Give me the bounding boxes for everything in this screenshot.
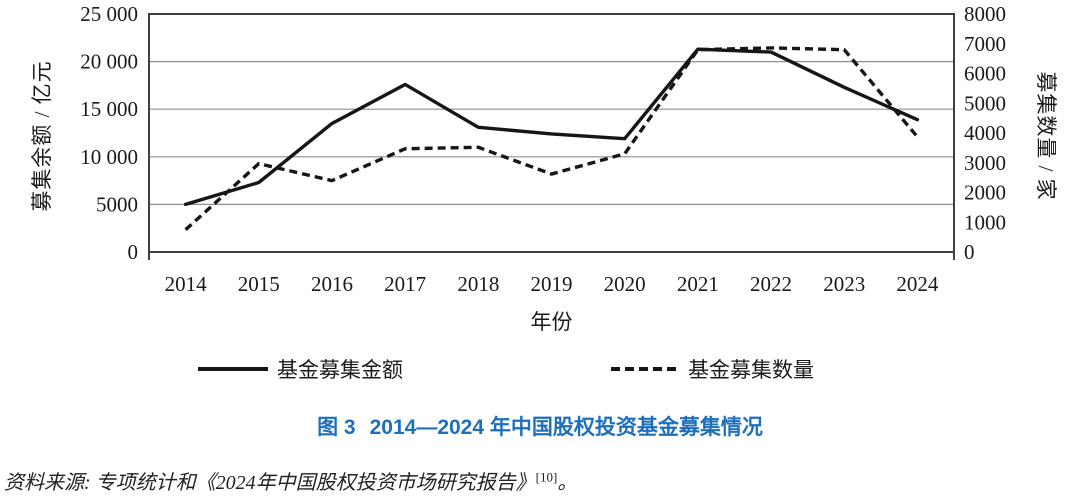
y-left-tick-label: 20 000 (80, 50, 138, 74)
y-left-tick-label: 5000 (96, 192, 138, 216)
y-right-tick-label: 4000 (964, 121, 1006, 145)
x-tick-label: 2020 (604, 272, 646, 296)
dashed-line-swatch-icon (611, 367, 679, 371)
x-tick-label: 2019 (531, 272, 573, 296)
y-right-tick-label: 6000 (964, 62, 1006, 86)
legend-label-amount: 基金募集金额 (277, 358, 403, 382)
source-note: 资料来源: 专项统计和《2024年中国股权投资市场研究报告》[10]。 (4, 466, 577, 495)
y-right-tick-label: 7000 (964, 32, 1006, 56)
source-reference-superscript: [10] (535, 469, 558, 485)
count-line (184, 46, 919, 231)
x-tick-label: 2022 (750, 272, 792, 296)
line-chart-plot: 0 5000 10 000 15 000 20 000 25 000 0 1000 2000 30… (80, 2, 1006, 296)
plot-frame (148, 13, 955, 253)
source-note-period: 。 (557, 472, 578, 494)
y-left-tick-label: 15 000 (80, 97, 138, 121)
y-left-tick-label: 10 000 (80, 145, 138, 169)
y-right-tick-label: 0 (964, 240, 975, 264)
legend-label-count: 基金募集数量 (688, 358, 814, 382)
y-left-axis-title: 募集余额 / 亿元 (30, 60, 54, 212)
legend: 基金募集金额 基金募集数量 (0, 358, 1080, 382)
legend-item-count: 基金募集数量 (611, 358, 814, 382)
figure-caption: 图 3 2014—2024 年中国股权投资基金募集情况 (0, 411, 1080, 441)
y-left-tick-label: 25 000 (80, 2, 138, 26)
x-axis-title: 年份 (530, 310, 573, 334)
y-right-tick-label: 8000 (964, 2, 1006, 26)
x-tick-label: 2023 (823, 272, 865, 296)
y-right-axis-title: 募集数量 / 家 (1034, 71, 1058, 201)
y-right-tick-label: 2000 (964, 181, 1006, 205)
y-right-tick-label: 5000 (964, 91, 1006, 115)
y-left-tick-label: 0 (128, 240, 139, 264)
x-tick-label: 2018 (457, 272, 499, 296)
source-note-text: 资料来源: 专项统计和《2024年中国股权投资市场研究报告》 (4, 472, 536, 494)
solid-line-swatch-icon (198, 367, 268, 371)
y-right-tick-label: 3000 (964, 151, 1006, 175)
x-tick-label: 2024 (896, 272, 939, 296)
y-right-tick-label: 1000 (964, 210, 1006, 234)
legend-item-amount: 基金募集金额 (198, 358, 403, 382)
x-tick-label: 2014 (165, 272, 208, 296)
figure-caption-label: 图 3 (317, 416, 356, 439)
amount-line (183, 47, 920, 207)
x-tick-label: 2016 (311, 272, 353, 296)
figure-caption-text: 2014—2024 年中国股权投资基金募集情况 (369, 416, 763, 439)
x-tick-label: 2015 (238, 272, 280, 296)
x-tick-label: 2021 (677, 272, 719, 296)
x-tick-label: 2017 (384, 272, 426, 296)
